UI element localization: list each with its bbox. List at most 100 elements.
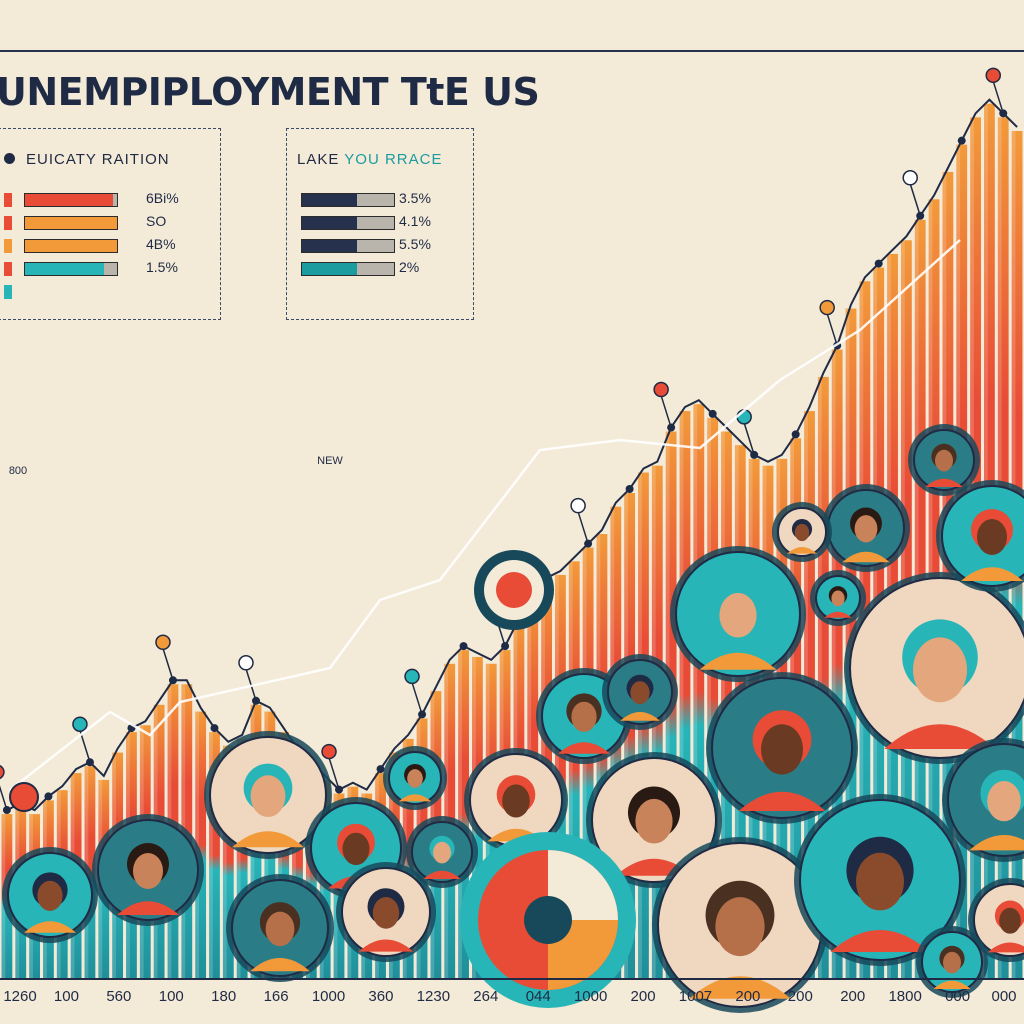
chart-bar <box>568 561 580 978</box>
legend-row: 3.5% <box>287 190 473 207</box>
avatar-shoulders <box>232 831 304 848</box>
x-tick-label: 1007 <box>678 988 713 1005</box>
trend-point <box>210 724 219 733</box>
avatar-face <box>635 798 673 844</box>
legend-bar <box>301 216 395 230</box>
trend-point <box>957 136 966 145</box>
avatar-face <box>342 832 370 866</box>
top-rule <box>0 50 1024 52</box>
avatar-shoulders <box>689 976 791 999</box>
legend-bar <box>301 239 395 253</box>
person-avatar <box>968 878 1024 962</box>
legend-value: SO <box>146 213 167 229</box>
avatar-shoulders <box>117 901 179 915</box>
person-avatar <box>652 837 828 1013</box>
annotation-stem <box>826 313 838 346</box>
legend-bar <box>24 193 118 207</box>
avatar-shoulders <box>557 742 611 754</box>
trend-point <box>791 430 800 439</box>
chart-bar-highlight <box>458 650 462 978</box>
legend-row: SO <box>0 213 220 230</box>
legend-row: 4B% <box>0 236 220 253</box>
avatar-face <box>761 724 803 775</box>
chart-bar <box>209 732 220 978</box>
avatar-face <box>37 880 63 911</box>
annotation-stem <box>660 395 672 428</box>
person-avatar <box>908 424 980 496</box>
chart-bar <box>195 711 207 978</box>
avatar-face <box>433 841 451 864</box>
annotation-stem <box>0 785 8 811</box>
x-tick-label: 000 <box>945 988 971 1005</box>
x-axis <box>0 978 1024 980</box>
x-tick-label: 166 <box>263 988 289 1005</box>
chart-bar-highlight <box>209 732 213 978</box>
x-tick-label: 200 <box>735 988 761 1005</box>
avatar-face <box>715 897 765 957</box>
avatar-face <box>502 784 530 818</box>
annotation-marker <box>653 381 669 398</box>
trend-point <box>459 642 468 651</box>
person-avatar <box>406 816 478 888</box>
avatar-shoulders <box>961 567 1023 581</box>
annotation-marker <box>570 497 586 514</box>
person-avatar <box>464 748 568 852</box>
person-avatar <box>92 814 204 926</box>
avatar-face <box>407 769 423 788</box>
avatar-shoulders <box>933 980 971 989</box>
chart-bar-highlight <box>693 404 698 978</box>
avatar-shoulders <box>423 870 461 879</box>
avatar-face <box>133 853 163 889</box>
chart-bar-highlight <box>305 766 310 978</box>
chart-bar-highlight <box>707 417 712 978</box>
avatar-face <box>913 637 967 703</box>
person-avatar <box>336 862 436 962</box>
person-avatar <box>586 752 722 888</box>
annotation-marker <box>404 668 420 685</box>
avatar-shoulders <box>398 794 432 802</box>
annotation-stem <box>743 422 755 456</box>
trend-point <box>708 409 717 418</box>
legend-row: 2% <box>287 259 473 276</box>
avatar-face <box>854 515 878 543</box>
avatar-shoulders <box>250 958 310 972</box>
person-avatar <box>772 502 832 562</box>
person-avatar <box>810 570 866 626</box>
annotation-marker <box>0 764 5 780</box>
chart-bar <box>222 745 234 978</box>
avatar-face <box>265 911 295 947</box>
legend-marker <box>4 262 12 276</box>
avatar-face <box>630 681 650 705</box>
annotation-marker <box>902 170 918 186</box>
annotation-marker <box>238 655 254 671</box>
x-tick-label: 264 <box>473 988 499 1005</box>
annotation-marker <box>819 299 835 316</box>
trend-point <box>376 765 385 774</box>
legend-marker <box>4 193 12 207</box>
secondary-trend-line <box>9 239 961 791</box>
legend-bar-fill <box>302 217 358 229</box>
chart-title: UNEMPIPLOYMENT TtE US <box>0 70 540 114</box>
legend-row: 4.1% <box>287 213 473 230</box>
annotation-marker <box>72 716 88 732</box>
legend-row: 1.5% <box>0 259 220 276</box>
avatar-shoulders <box>738 791 826 811</box>
pie-slice-orange <box>548 920 618 990</box>
x-tick-label: 200 <box>630 988 656 1005</box>
avatar-shoulders <box>830 930 930 952</box>
legend-bar <box>24 216 118 230</box>
annotation-stem <box>909 183 921 217</box>
annotation-stem <box>577 511 589 544</box>
target-center <box>496 572 532 608</box>
chart-bar-highlight <box>817 376 822 978</box>
annotation-stem <box>992 81 1004 114</box>
trend-point <box>625 485 634 494</box>
chart-bar-highlight <box>679 411 684 978</box>
person-avatar <box>936 480 1024 592</box>
line-layer: 800 NEW <box>0 67 1018 815</box>
legend-bar-fill <box>302 263 358 275</box>
legend-heading: LAKE YOU RRACE <box>297 151 442 168</box>
pie-slice-light <box>548 850 618 920</box>
